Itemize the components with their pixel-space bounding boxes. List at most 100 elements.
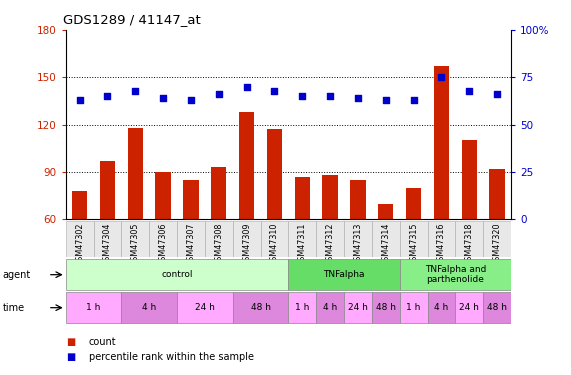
FancyBboxPatch shape <box>288 221 316 257</box>
Text: 1 h: 1 h <box>407 303 421 312</box>
Text: GSM47314: GSM47314 <box>381 222 391 266</box>
Text: GSM47304: GSM47304 <box>103 222 112 266</box>
FancyBboxPatch shape <box>428 221 456 257</box>
FancyBboxPatch shape <box>372 221 400 257</box>
Bar <box>267 129 282 219</box>
Text: GSM47320: GSM47320 <box>493 222 502 266</box>
FancyBboxPatch shape <box>372 292 400 323</box>
Text: TNFalpha: TNFalpha <box>323 270 365 279</box>
Text: GSM47312: GSM47312 <box>325 222 335 266</box>
Bar <box>100 161 115 219</box>
Text: 4 h: 4 h <box>323 303 337 312</box>
Bar <box>323 175 338 219</box>
FancyBboxPatch shape <box>260 221 288 257</box>
FancyBboxPatch shape <box>344 292 372 323</box>
FancyBboxPatch shape <box>428 292 456 323</box>
FancyBboxPatch shape <box>122 221 149 257</box>
FancyBboxPatch shape <box>456 292 483 323</box>
Point <box>353 95 363 101</box>
Text: TNFalpha and
parthenolide: TNFalpha and parthenolide <box>425 265 486 284</box>
Text: 4 h: 4 h <box>142 303 156 312</box>
Point <box>186 97 195 103</box>
Point <box>409 97 418 103</box>
FancyBboxPatch shape <box>205 221 233 257</box>
Text: GSM47306: GSM47306 <box>159 222 168 266</box>
FancyBboxPatch shape <box>94 221 122 257</box>
Text: 24 h: 24 h <box>348 303 368 312</box>
Text: percentile rank within the sample: percentile rank within the sample <box>89 352 254 362</box>
FancyBboxPatch shape <box>288 292 316 323</box>
Point <box>242 84 251 90</box>
Text: GSM47318: GSM47318 <box>465 222 474 266</box>
Point <box>493 92 502 98</box>
Bar <box>461 141 477 219</box>
FancyBboxPatch shape <box>400 221 428 257</box>
Text: GDS1289 / 41147_at: GDS1289 / 41147_at <box>63 13 200 26</box>
Text: 48 h: 48 h <box>376 303 396 312</box>
Text: GSM47305: GSM47305 <box>131 222 140 266</box>
Bar <box>211 167 227 219</box>
FancyBboxPatch shape <box>66 292 122 323</box>
FancyBboxPatch shape <box>483 221 511 257</box>
Bar <box>406 188 421 219</box>
FancyBboxPatch shape <box>456 221 483 257</box>
FancyBboxPatch shape <box>483 292 511 323</box>
Bar <box>127 128 143 219</box>
Point <box>159 95 168 101</box>
FancyBboxPatch shape <box>316 221 344 257</box>
Point <box>437 74 446 80</box>
FancyBboxPatch shape <box>400 292 428 323</box>
Text: GSM47302: GSM47302 <box>75 222 84 266</box>
Point <box>75 97 84 103</box>
FancyBboxPatch shape <box>233 221 260 257</box>
Text: GSM47308: GSM47308 <box>214 222 223 266</box>
Point <box>270 88 279 94</box>
Bar <box>183 180 199 219</box>
Bar <box>434 66 449 219</box>
Bar <box>72 191 87 219</box>
Text: GSM47311: GSM47311 <box>297 222 307 266</box>
Bar <box>378 204 393 219</box>
FancyBboxPatch shape <box>233 292 288 323</box>
Text: 1 h: 1 h <box>295 303 309 312</box>
FancyBboxPatch shape <box>177 292 233 323</box>
Point <box>297 93 307 99</box>
Point <box>325 93 335 99</box>
Text: 48 h: 48 h <box>251 303 271 312</box>
FancyBboxPatch shape <box>316 292 344 323</box>
Bar <box>489 169 505 219</box>
Text: GSM47310: GSM47310 <box>270 222 279 266</box>
Text: time: time <box>3 303 25 313</box>
Bar <box>295 177 310 219</box>
Point <box>465 88 474 94</box>
Text: agent: agent <box>3 270 31 280</box>
Text: 24 h: 24 h <box>195 303 215 312</box>
Text: count: count <box>89 338 116 347</box>
FancyBboxPatch shape <box>177 221 205 257</box>
FancyBboxPatch shape <box>66 260 288 290</box>
Bar <box>155 172 171 219</box>
Text: ■: ■ <box>66 352 75 362</box>
Point <box>381 97 391 103</box>
FancyBboxPatch shape <box>400 260 511 290</box>
Text: GSM47307: GSM47307 <box>186 222 195 266</box>
FancyBboxPatch shape <box>288 260 400 290</box>
FancyBboxPatch shape <box>344 221 372 257</box>
Text: 4 h: 4 h <box>435 303 449 312</box>
Point <box>131 88 140 94</box>
Bar <box>350 180 365 219</box>
FancyBboxPatch shape <box>66 221 94 257</box>
Text: GSM47316: GSM47316 <box>437 222 446 266</box>
FancyBboxPatch shape <box>149 221 177 257</box>
Point <box>214 92 223 98</box>
Text: ■: ■ <box>66 338 75 347</box>
Bar <box>239 112 254 219</box>
Text: 1 h: 1 h <box>86 303 100 312</box>
Text: GSM47313: GSM47313 <box>353 222 363 266</box>
Text: 48 h: 48 h <box>487 303 507 312</box>
FancyBboxPatch shape <box>122 292 177 323</box>
Point <box>103 93 112 99</box>
Text: GSM47315: GSM47315 <box>409 222 418 266</box>
Text: 24 h: 24 h <box>459 303 479 312</box>
Text: GSM47309: GSM47309 <box>242 222 251 266</box>
